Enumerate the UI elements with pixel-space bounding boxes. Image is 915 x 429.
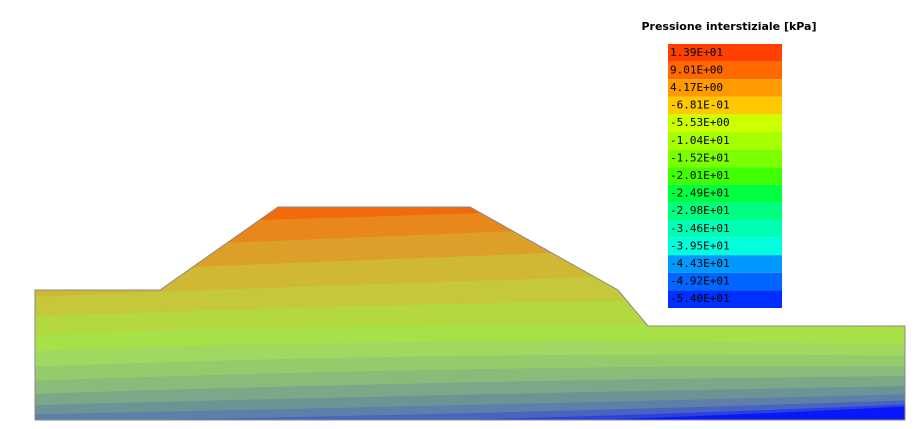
legend-label: -2.49E+01 bbox=[670, 187, 730, 200]
legend-label: 4.17E+00 bbox=[670, 81, 723, 94]
legend-label: -4.92E+01 bbox=[670, 275, 730, 288]
legend-swatch bbox=[668, 167, 782, 185]
legend-swatch bbox=[668, 237, 782, 256]
legend-swatch bbox=[668, 272, 782, 291]
legend-swatch bbox=[668, 255, 782, 273]
legend-label: -3.95E+01 bbox=[670, 239, 730, 252]
model-outline bbox=[34, 206, 906, 421]
legend-label: -5.40E+01 bbox=[670, 292, 730, 305]
legend-swatch bbox=[668, 61, 782, 80]
legend-title: Pressione interstiziale [kPa] bbox=[641, 20, 816, 33]
legend-swatch bbox=[668, 202, 782, 220]
legend-swatch bbox=[668, 132, 782, 150]
legend-label: -3.46E+01 bbox=[670, 222, 730, 235]
legend: 1.39E+01 9.01E+00 4.17E+00 -6.81E-01 -5.53E+… bbox=[668, 44, 782, 308]
legend-label: -5.53E+00 bbox=[670, 116, 730, 129]
legend-swatch bbox=[668, 79, 782, 97]
legend-label: 9.01E+00 bbox=[670, 63, 723, 76]
legend-label: -2.98E+01 bbox=[670, 204, 730, 217]
legend-swatch bbox=[668, 114, 782, 132]
legend-swatch bbox=[668, 149, 782, 168]
contour-band bbox=[35, 400, 905, 420]
legend-swatch bbox=[668, 184, 782, 203]
legend-swatch bbox=[668, 44, 782, 62]
legend-swatch bbox=[668, 290, 782, 308]
contour-band bbox=[35, 404, 905, 420]
legend-label: -6.81E-01 bbox=[670, 99, 730, 112]
legend-label: -4.43E+01 bbox=[670, 257, 730, 270]
legend-swatch bbox=[668, 220, 782, 238]
legend-swatch bbox=[668, 96, 782, 115]
legend-label: -1.52E+01 bbox=[670, 151, 730, 164]
legend-label: -2.01E+01 bbox=[670, 169, 730, 182]
legend-label: -1.04E+01 bbox=[670, 134, 730, 147]
legend-label: 1.39E+01 bbox=[670, 46, 723, 59]
